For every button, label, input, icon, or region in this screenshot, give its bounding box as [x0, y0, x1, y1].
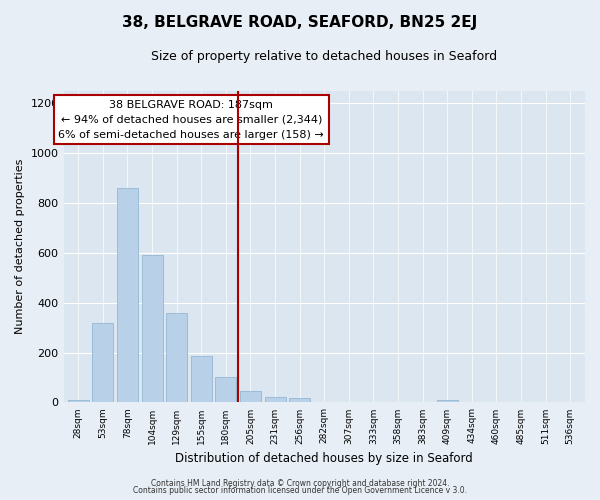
Y-axis label: Number of detached properties: Number of detached properties: [15, 159, 25, 334]
Bar: [289, 398, 310, 402]
Bar: [92, 322, 113, 402]
X-axis label: Distribution of detached houses by size in Seaford: Distribution of detached houses by size …: [175, 452, 473, 465]
Bar: [191, 356, 212, 403]
Bar: [142, 255, 163, 402]
Bar: [117, 188, 138, 402]
Bar: [240, 390, 261, 402]
Bar: [215, 378, 236, 402]
Bar: [265, 398, 286, 402]
Title: Size of property relative to detached houses in Seaford: Size of property relative to detached ho…: [151, 50, 497, 63]
Text: 38, BELGRAVE ROAD, SEAFORD, BN25 2EJ: 38, BELGRAVE ROAD, SEAFORD, BN25 2EJ: [122, 15, 478, 30]
Bar: [437, 400, 458, 402]
Bar: [68, 400, 89, 402]
Text: 38 BELGRAVE ROAD: 187sqm
← 94% of detached houses are smaller (2,344)
6% of semi: 38 BELGRAVE ROAD: 187sqm ← 94% of detach…: [58, 100, 324, 140]
Text: Contains public sector information licensed under the Open Government Licence v : Contains public sector information licen…: [133, 486, 467, 495]
Bar: [166, 312, 187, 402]
Text: Contains HM Land Registry data © Crown copyright and database right 2024.: Contains HM Land Registry data © Crown c…: [151, 478, 449, 488]
